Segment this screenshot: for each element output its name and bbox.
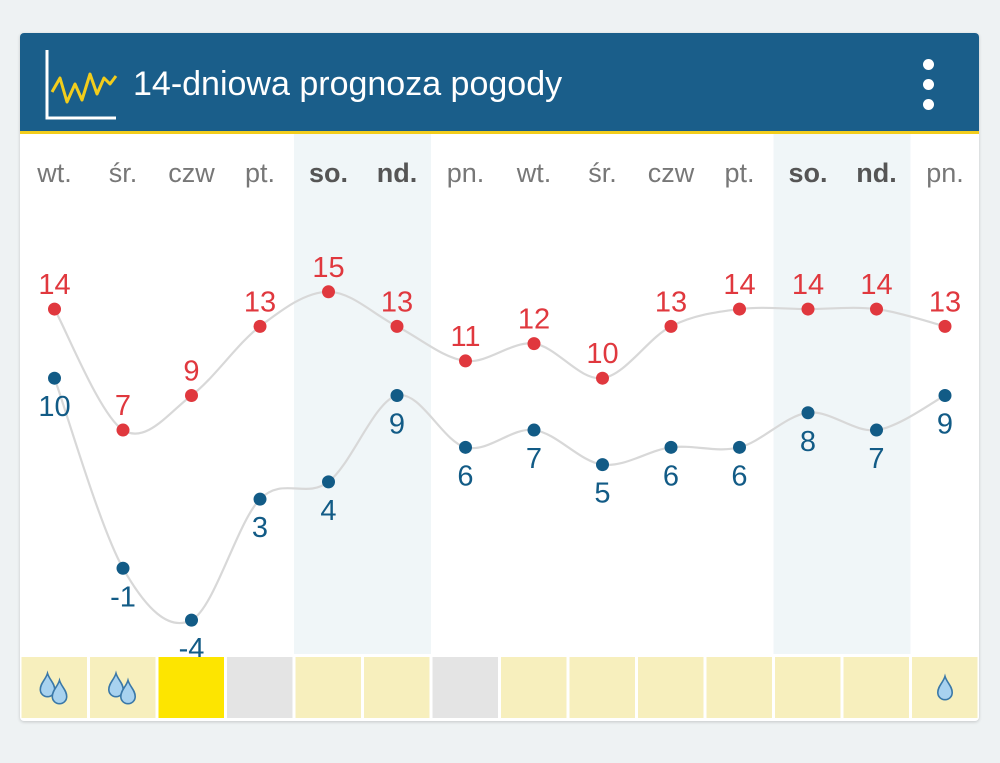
day-label: śr. (109, 158, 138, 188)
day-label: pn. (926, 158, 964, 188)
high-temp-point (527, 337, 541, 351)
precipitation-cell (158, 657, 224, 718)
low-temp-label: 4 (320, 495, 336, 527)
low-temp-point (116, 561, 130, 575)
high-temp-point (596, 371, 609, 385)
high-temp-label: 13 (655, 286, 687, 318)
high-temp-point (322, 285, 335, 299)
precipitation-cell (295, 657, 361, 718)
high-temp-label: 12 (518, 304, 550, 336)
low-temp-point (185, 613, 198, 627)
precipitation-cell (501, 657, 567, 718)
day-label: wt. (36, 158, 72, 188)
day-label: czw (648, 158, 695, 188)
high-temp-label: 13 (244, 286, 276, 318)
low-temp-label: 9 (389, 408, 405, 440)
low-temp-label: 9 (937, 408, 953, 440)
low-temp-label: 6 (663, 460, 679, 492)
day-label: pt. (245, 158, 275, 188)
high-temp-label: 10 (586, 338, 618, 370)
high-temp-point (48, 302, 61, 316)
precipitation-cell (227, 657, 293, 718)
day-label: czw (168, 158, 215, 188)
high-temp-label: 14 (723, 269, 755, 301)
more-options-button[interactable] (915, 55, 943, 115)
high-temp-point (459, 354, 472, 368)
more-options-icon (923, 59, 934, 70)
high-temp-label: 11 (450, 321, 480, 353)
low-temp-point (733, 440, 746, 454)
high-temp-label: 15 (312, 252, 344, 284)
weekend-column (294, 134, 363, 654)
more-dot (923, 79, 934, 90)
low-temp-point (459, 440, 472, 454)
high-temp-label: 9 (183, 355, 199, 387)
low-temp-point (938, 388, 952, 402)
low-temp-point (801, 406, 815, 420)
high-temp-point (185, 388, 198, 402)
high-temp-point (116, 423, 130, 437)
day-label: so. (309, 158, 348, 188)
day-label: śr. (588, 158, 617, 188)
precipitation-cell (638, 657, 704, 718)
high-temp-point (664, 319, 678, 333)
low-temp-point (596, 458, 609, 472)
high-temp-point (870, 302, 883, 316)
low-temp-point (48, 371, 61, 385)
high-temp-label: 13 (929, 286, 961, 318)
low-temp-label: 8 (800, 426, 816, 458)
low-temp-label: 7 (868, 443, 884, 475)
high-temp-label: 14 (792, 269, 824, 301)
forecast-chart: wt. śr. czw pt. so. nd. pn. wt. śr. czw pt. so. nd. p… (21, 134, 978, 718)
rain-drop-icon (936, 673, 954, 701)
day-label: nd. (377, 158, 418, 188)
weekend-column (842, 134, 911, 654)
low-temp-label: 3 (252, 512, 268, 544)
high-temp-label: 14 (860, 269, 892, 301)
high-temp-point (253, 319, 267, 333)
chart-line-icon (45, 50, 118, 120)
rain-drops-icon (107, 670, 125, 698)
day-label: pt. (724, 158, 754, 188)
low-temp-point (253, 492, 267, 506)
low-temp-point (390, 388, 404, 402)
precipitation-cell (569, 657, 635, 718)
day-label: wt. (516, 158, 552, 188)
card-header: 14-dniowa prognoza pogody (20, 33, 979, 134)
more-dot (923, 99, 934, 110)
low-temp-point (870, 423, 883, 437)
low-temp-point (322, 475, 335, 489)
low-temp-label: 5 (594, 478, 610, 510)
day-label: nd. (856, 158, 897, 188)
high-temp-point (390, 319, 404, 333)
low-temp-label: 6 (731, 460, 747, 492)
low-temp-point (664, 440, 678, 454)
high-temp-point (801, 302, 815, 316)
precipitation-cell (432, 657, 498, 718)
high-temp-label: 13 (381, 286, 413, 318)
precipitation-cell (364, 657, 430, 718)
weekend-column (773, 134, 842, 654)
high-temp-label: 7 (115, 390, 131, 422)
rain-drops-icon (39, 670, 56, 698)
precipitation-cell (843, 657, 909, 718)
high-temp-point (733, 302, 746, 316)
low-temp-label: 7 (526, 443, 542, 475)
precipitation-cell (706, 657, 772, 718)
low-temp-label: -1 (110, 581, 136, 613)
low-temp-label: 6 (457, 460, 473, 492)
rain-drops-icon (119, 677, 137, 705)
high-temp-label: 14 (38, 269, 70, 301)
low-temp-label: 10 (38, 391, 70, 423)
rain-drops-icon (51, 677, 68, 705)
forecast-card: 14-dniowa prognoza pogody wt. śr. czw pt. so… (20, 33, 979, 721)
day-label: pn. (447, 158, 485, 188)
day-label: so. (788, 158, 827, 188)
precipitation-cell (775, 657, 841, 718)
low-temp-point (527, 423, 541, 437)
high-temp-point (938, 319, 952, 333)
page-title: 14-dniowa prognoza pogody (133, 65, 563, 103)
